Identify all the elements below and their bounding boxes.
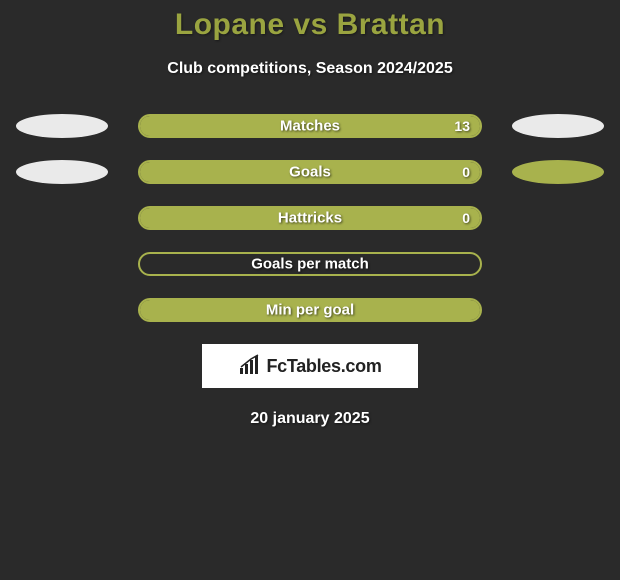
- comparison-infographic: Lopane vs Brattan Club competitions, Sea…: [0, 0, 620, 580]
- stat-label: Goals per match: [251, 256, 369, 273]
- stat-rows: Matches 13 Goals 0 Hattricks 0 Goals per match…: [0, 114, 620, 322]
- brand-logo-box: FcTables.com: [202, 344, 418, 388]
- stat-label: Goals: [289, 164, 331, 181]
- bottom-spacer: [0, 428, 620, 568]
- stat-bar: Matches 13: [138, 114, 482, 138]
- stat-row: Goals per match: [0, 252, 620, 276]
- date-line: 20 january 2025: [0, 410, 620, 428]
- bar-chart-icon: [238, 354, 262, 378]
- left-oval: [16, 114, 108, 138]
- stat-bar: Min per goal: [138, 298, 482, 322]
- stat-row: Matches 13: [0, 114, 620, 138]
- brand-logo-text: FcTables.com: [266, 356, 381, 377]
- stat-bar: Goals per match: [138, 252, 482, 276]
- stat-row: Goals 0: [0, 160, 620, 184]
- left-oval: [16, 160, 108, 184]
- stat-label: Matches: [280, 118, 340, 135]
- stat-bar: Goals 0: [138, 160, 482, 184]
- right-oval: [512, 114, 604, 138]
- stat-row: Hattricks 0: [0, 206, 620, 230]
- stat-value: 0: [462, 210, 470, 226]
- subtitle: Club competitions, Season 2024/2025: [0, 60, 620, 78]
- stat-row: Min per goal: [0, 298, 620, 322]
- stat-bar: Hattricks 0: [138, 206, 482, 230]
- page-title: Lopane vs Brattan: [0, 8, 620, 42]
- stat-value: 13: [454, 118, 470, 134]
- stat-label: Hattricks: [278, 210, 342, 227]
- right-oval: [512, 160, 604, 184]
- stat-label: Min per goal: [266, 302, 354, 319]
- stat-value: 0: [462, 164, 470, 180]
